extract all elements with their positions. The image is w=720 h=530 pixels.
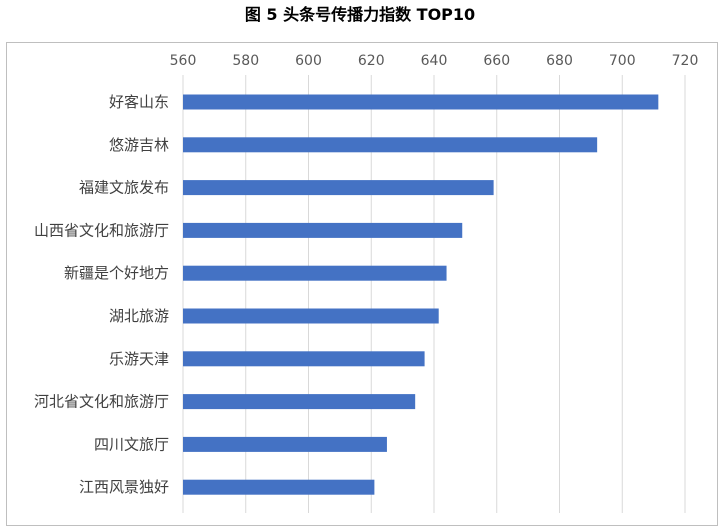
bar	[183, 479, 375, 495]
bar	[183, 394, 416, 410]
bar	[183, 436, 387, 452]
category-label: 山西省文化和旅游厅	[34, 221, 169, 239]
x-tick-label: 660	[483, 53, 510, 69]
bar	[183, 351, 425, 367]
bar	[183, 308, 439, 324]
category-label: 四川文旅厅	[94, 435, 169, 453]
category-label: 福建文旅发布	[79, 179, 169, 197]
bar	[183, 137, 598, 153]
x-tick-label: 680	[546, 53, 573, 69]
bar	[183, 222, 463, 238]
category-label: 河北省文化和旅游厅	[34, 393, 169, 411]
bar	[183, 94, 659, 110]
x-tick-label: 700	[609, 53, 636, 69]
chart-title: 图 5 头条号传播力指数 TOP10	[244, 5, 476, 24]
category-label: 江西风景独好	[79, 478, 169, 496]
bar	[183, 265, 447, 281]
category-label: 新疆是个好地方	[64, 264, 169, 282]
bars	[183, 94, 659, 495]
x-tick-label: 640	[421, 53, 448, 69]
category-label: 悠游吉林	[109, 136, 169, 154]
x-axis-ticks: 560 580 600 620 640 660 680 700 720	[170, 53, 699, 69]
category-label: 乐游天津	[109, 350, 169, 368]
category-labels: 好客山东悠游吉林福建文旅发布山西省文化和旅游厅新疆是个好地方湖北旅游乐游天津河北…	[34, 93, 169, 496]
bar-chart: 560 580 600 620 640 660 680 700 720 好客山东悠游吉林福建文旅…	[34, 53, 699, 513]
chart-area: 560 580 600 620 640 660 680 700 720 好客山东悠游吉林福建文旅…	[6, 42, 718, 526]
category-label: 湖北旅游	[109, 307, 169, 325]
x-tick-label: 560	[170, 53, 197, 69]
category-label: 好客山东	[109, 93, 169, 111]
bar	[183, 180, 494, 196]
x-tick-label: 620	[358, 53, 385, 69]
x-tick-label: 600	[295, 53, 322, 69]
x-tick-label: 720	[672, 53, 699, 69]
x-tick-label: 580	[232, 53, 259, 69]
